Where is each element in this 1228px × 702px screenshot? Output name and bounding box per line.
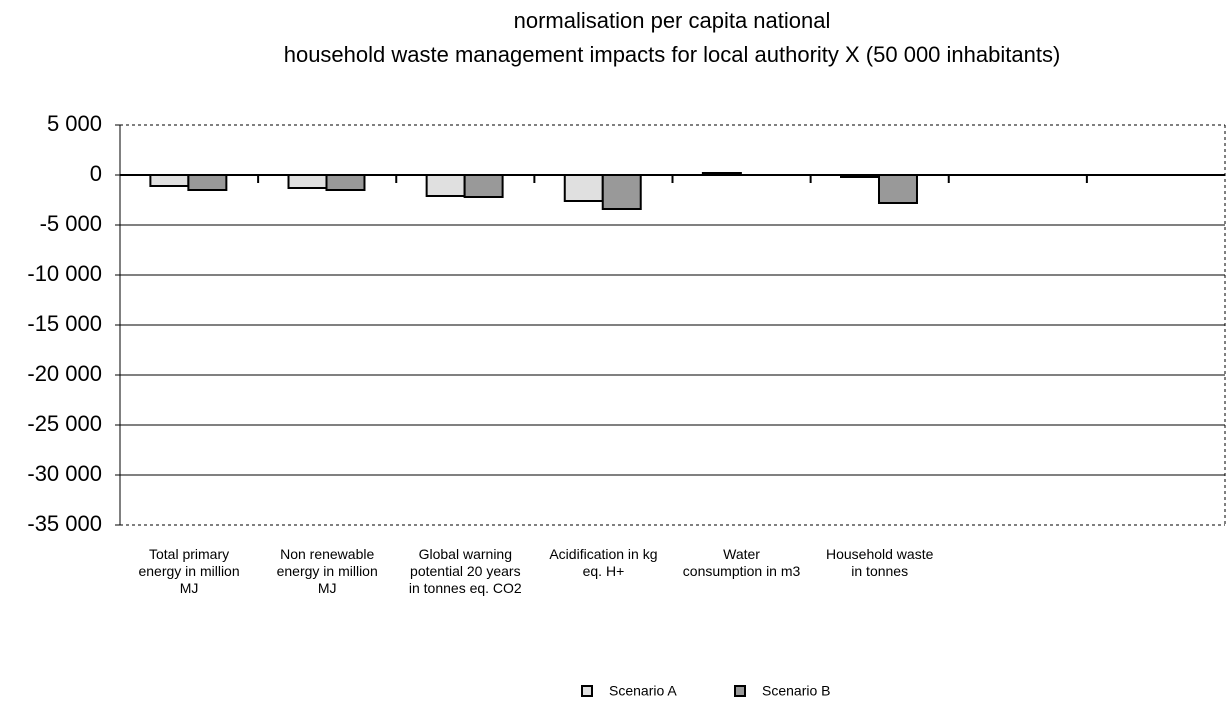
y-tick-label: 5 000 xyxy=(47,111,102,136)
y-tick-label: -15 000 xyxy=(27,311,102,336)
y-tick-label: -30 000 xyxy=(27,461,102,486)
y-tick-label: -10 000 xyxy=(27,261,102,286)
legend-swatch xyxy=(734,685,746,697)
bar xyxy=(601,174,642,210)
legend-label: Scenario B xyxy=(762,683,830,699)
y-tick-label: -35 000 xyxy=(27,511,102,536)
legend-label: Scenario A xyxy=(609,683,677,699)
legend-swatch xyxy=(581,685,593,697)
x-tick-label: Non renewable energy in million MJ xyxy=(276,546,378,596)
x-tick-label: Household waste in tonnes xyxy=(825,546,934,579)
y-tick-label: -5 000 xyxy=(40,211,102,236)
y-tick-label: -25 000 xyxy=(27,411,102,436)
chart-title: household waste management impacts for l… xyxy=(284,42,1061,67)
bar xyxy=(425,174,466,197)
bar xyxy=(187,174,228,191)
bar xyxy=(287,174,328,189)
bar xyxy=(325,174,366,191)
y-tick-label: -20 000 xyxy=(27,361,102,386)
bar xyxy=(877,174,918,204)
y-tick-label: 0 xyxy=(90,161,102,186)
x-tick-label: Acidification in kg eq. H+ xyxy=(549,546,658,579)
bar xyxy=(563,174,604,202)
x-tick-label: Total primary energy in million MJ xyxy=(138,546,240,596)
x-tick-label: Global warning potential 20 years in ton… xyxy=(408,546,522,596)
bar xyxy=(149,174,190,187)
bar xyxy=(463,174,504,198)
chart-title: normalisation per capita national xyxy=(514,8,831,33)
x-tick-label: Water consumption in m3 xyxy=(682,546,801,579)
